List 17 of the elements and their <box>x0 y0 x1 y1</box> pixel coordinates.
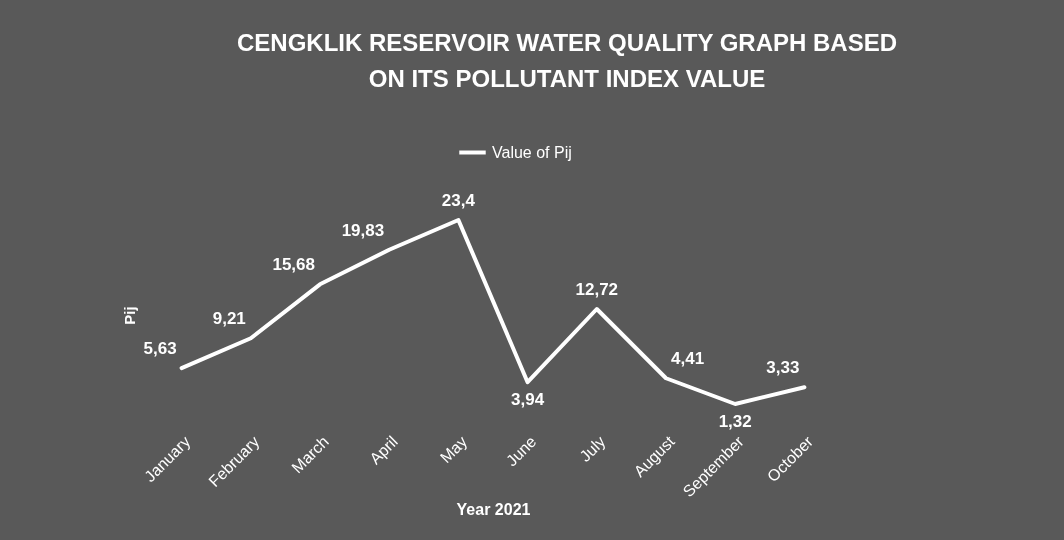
data-label: 1,32 <box>718 412 752 431</box>
y-axis-title: Pij <box>120 306 138 325</box>
text: CENGKLIK RESERVOIR WATER QUALITY GRAPH BASED <box>236 29 898 56</box>
data-label: 23,4 <box>441 191 476 210</box>
x-tick-label: July <box>576 432 609 465</box>
data-label: 5,63 <box>143 339 177 359</box>
data-label: 15,68 <box>272 255 315 275</box>
text: ON ITS POLLUTANT INDEX VALUE <box>368 65 766 92</box>
data-label: 4,41 <box>671 349 705 369</box>
data-label: 3,33 <box>766 358 800 378</box>
x-axis-title: Year 2021 <box>456 501 531 519</box>
legend-label: Value of Pij <box>492 143 572 161</box>
data-label: 12,72 <box>575 280 619 299</box>
data-label: 9,21 <box>212 309 246 329</box>
data-label: 19,83 <box>341 220 385 240</box>
data-label: 3,94 <box>511 390 545 410</box>
x-tick-label: May <box>436 432 471 467</box>
